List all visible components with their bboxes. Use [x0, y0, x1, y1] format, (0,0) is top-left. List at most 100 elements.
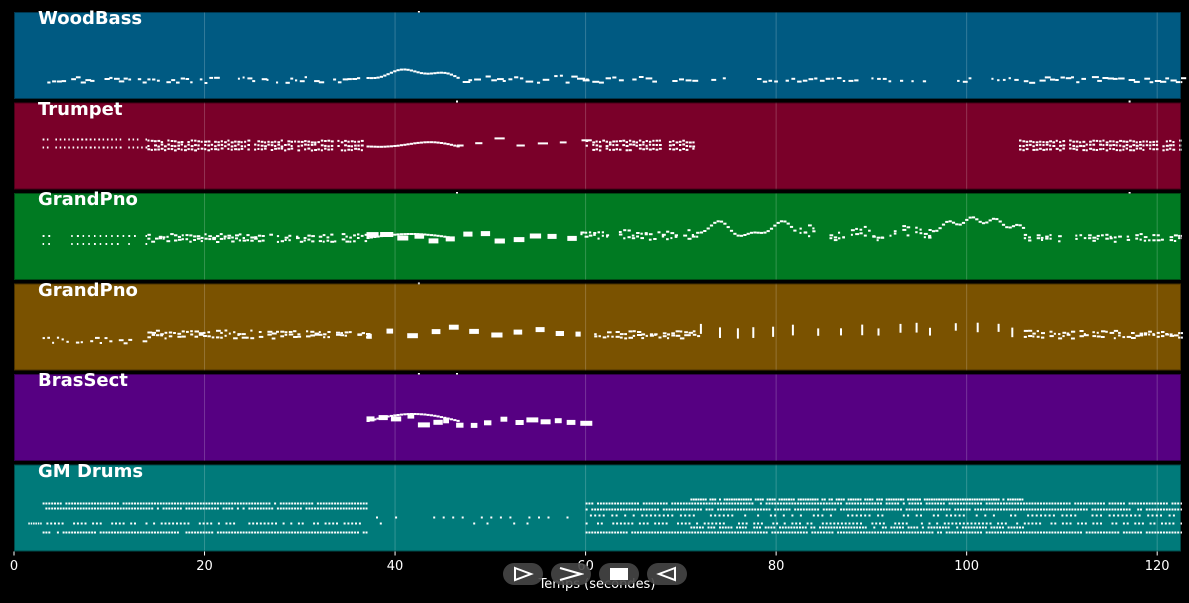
note — [634, 502, 637, 505]
note — [1168, 508, 1171, 511]
note — [769, 498, 771, 501]
note — [1117, 531, 1120, 534]
note — [968, 531, 971, 534]
note — [183, 522, 186, 525]
note — [285, 531, 288, 534]
note — [599, 508, 602, 511]
note — [802, 531, 805, 534]
note — [692, 79, 699, 82]
note — [383, 416, 387, 419]
note — [945, 498, 948, 501]
note — [880, 498, 883, 501]
note — [225, 507, 228, 510]
rewind-button[interactable] — [647, 563, 687, 585]
note — [934, 502, 937, 505]
note — [1171, 502, 1174, 505]
note — [861, 324, 864, 336]
note — [162, 237, 165, 240]
note — [748, 502, 751, 505]
note — [809, 498, 812, 501]
note — [357, 333, 362, 336]
note — [361, 332, 365, 335]
note — [360, 234, 364, 237]
note — [619, 508, 622, 511]
note — [595, 140, 598, 143]
note — [692, 147, 695, 150]
note — [935, 498, 938, 501]
note — [907, 498, 910, 501]
note — [379, 416, 383, 419]
note — [1081, 522, 1083, 525]
note — [797, 498, 800, 501]
note — [783, 498, 786, 501]
note — [857, 531, 860, 534]
note — [1143, 236, 1148, 239]
note — [142, 531, 145, 534]
note — [1076, 81, 1080, 84]
note — [141, 146, 143, 149]
note — [940, 502, 942, 505]
track-lane[interactable] — [14, 464, 1182, 552]
note — [79, 502, 82, 505]
note — [449, 236, 453, 239]
note — [474, 78, 481, 81]
note — [1031, 531, 1034, 534]
note — [1077, 522, 1080, 525]
track-lane[interactable] — [14, 373, 1181, 461]
note — [270, 141, 274, 144]
note — [216, 531, 219, 534]
note — [224, 334, 227, 337]
note — [877, 77, 881, 80]
note — [615, 144, 619, 147]
note — [991, 508, 994, 511]
note — [1108, 531, 1111, 534]
note — [210, 522, 213, 525]
note — [209, 76, 214, 79]
track-lane[interactable] — [14, 100, 1182, 190]
note — [1054, 508, 1057, 511]
note — [220, 331, 223, 334]
note — [830, 526, 833, 529]
play-button[interactable] — [503, 563, 543, 585]
note — [759, 502, 762, 505]
note — [1039, 79, 1046, 82]
note — [164, 331, 168, 334]
note — [962, 514, 965, 517]
note — [825, 77, 831, 80]
note — [739, 508, 742, 511]
note — [331, 507, 334, 510]
note — [734, 508, 737, 511]
track-lane[interactable] — [14, 282, 1183, 371]
note — [177, 235, 181, 238]
note — [134, 507, 136, 510]
fast-forward-button[interactable] — [551, 563, 591, 585]
note — [366, 416, 375, 422]
note — [1109, 235, 1112, 238]
note — [176, 522, 178, 525]
stop-button[interactable] — [599, 563, 639, 585]
note — [324, 147, 327, 150]
note — [182, 502, 185, 505]
note — [51, 507, 54, 510]
note — [261, 78, 268, 81]
note — [997, 522, 1000, 525]
note — [791, 502, 794, 505]
note — [699, 526, 701, 529]
note — [139, 531, 142, 534]
note — [741, 526, 744, 529]
track-lane[interactable] — [14, 11, 1187, 99]
note — [68, 138, 70, 141]
note — [840, 328, 842, 336]
note — [966, 522, 969, 525]
track-lane[interactable] — [14, 192, 1182, 280]
note — [348, 502, 351, 505]
note — [847, 514, 850, 517]
note — [61, 338, 64, 341]
note — [707, 522, 710, 525]
note — [304, 140, 307, 143]
note — [648, 531, 651, 534]
note — [267, 522, 270, 525]
note — [330, 144, 334, 147]
note — [1042, 141, 1045, 144]
note — [585, 144, 588, 147]
